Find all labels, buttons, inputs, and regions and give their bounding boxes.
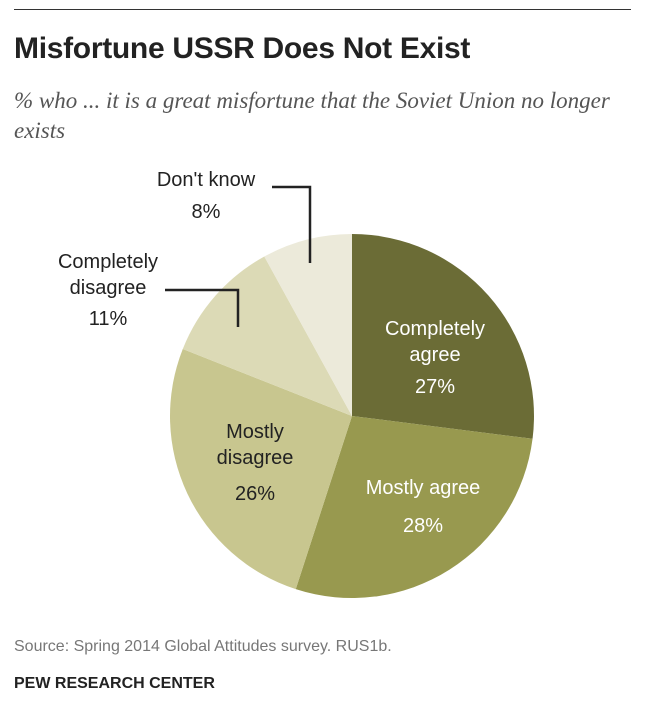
leader-line-completely-disagree [165, 288, 240, 327]
slice-label-don-t-know: Don't know [157, 169, 256, 191]
pie-slice-mostly-agree [295, 416, 533, 598]
chart-title: Misfortune USSR Does Not Exist [14, 32, 471, 65]
slice-label-completely-disagree: Completely [58, 251, 158, 273]
pie-slice-don-t-know [264, 234, 352, 416]
slice-label-completely-agree: agree [409, 344, 460, 366]
slice-label-mostly-agree: Mostly agree [366, 477, 481, 499]
slice-value-don-t-know: 8% [192, 201, 221, 223]
pie-slice-completely-agree [352, 234, 534, 439]
slice-value-completely-agree: 27% [415, 376, 455, 398]
slice-label-completely-agree: Completely [385, 318, 485, 340]
pie-slice-completely-disagree [182, 256, 352, 416]
pie-slice-mostly-disagree [169, 349, 352, 590]
pie-chart: Completely agree 27% Mostly agree 28% Mostly d… [58, 169, 534, 598]
slice-value-mostly-disagree: 26% [235, 483, 275, 505]
leader-line-don-t-know [272, 185, 312, 263]
slice-label-completely-disagree: disagree [70, 277, 147, 299]
source-note: Source: Spring 2014 Global Attitudes sur… [14, 638, 392, 655]
slice-labels: Completely agree 27% Mostly agree 28% Mostly d… [58, 169, 485, 537]
leader-lines [165, 185, 312, 327]
top-rule [14, 9, 631, 10]
pie-slices [169, 234, 534, 598]
org-credit: PEW RESEARCH CENTER [14, 675, 215, 692]
slice-label-mostly-disagree: Mostly [226, 421, 284, 443]
slice-label-mostly-disagree: disagree [217, 447, 294, 469]
chart-subtitle: % who ... it is a great misfortune that … [14, 88, 610, 143]
slice-value-mostly-agree: 28% [403, 515, 443, 537]
slice-value-completely-disagree: 11% [89, 308, 128, 330]
